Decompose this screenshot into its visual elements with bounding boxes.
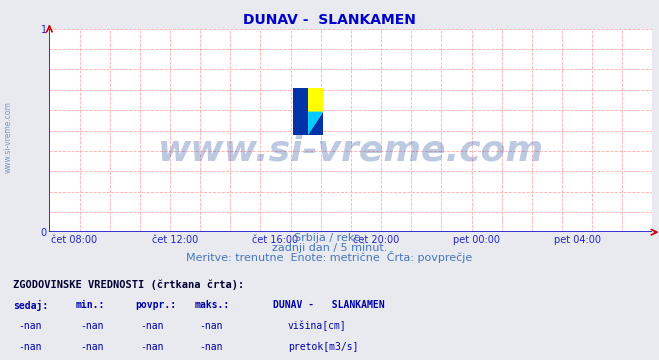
Text: -nan: -nan [199, 321, 223, 331]
Text: -nan: -nan [18, 342, 42, 352]
Text: povpr.:: povpr.: [135, 300, 176, 310]
Text: -nan: -nan [18, 321, 42, 331]
Text: pretok[m3/s]: pretok[m3/s] [288, 342, 358, 352]
Polygon shape [293, 88, 308, 135]
Text: -nan: -nan [80, 342, 104, 352]
Polygon shape [308, 112, 323, 135]
Text: zadnji dan / 5 minut.: zadnji dan / 5 minut. [272, 243, 387, 253]
Text: -nan: -nan [140, 321, 163, 331]
Text: -nan: -nan [80, 321, 104, 331]
Polygon shape [308, 112, 323, 135]
Text: maks.:: maks.: [194, 300, 229, 310]
Text: min.:: min.: [76, 300, 105, 310]
Polygon shape [308, 88, 323, 112]
Text: -nan: -nan [140, 342, 163, 352]
Text: www.si-vreme.com: www.si-vreme.com [158, 134, 544, 168]
Text: Srbija / reke.: Srbija / reke. [295, 233, 364, 243]
Text: DUNAV -  SLANKAMEN: DUNAV - SLANKAMEN [243, 13, 416, 27]
Text: višina[cm]: višina[cm] [288, 321, 347, 331]
Text: DUNAV -   SLANKAMEN: DUNAV - SLANKAMEN [273, 300, 385, 310]
Text: Meritve: trenutne  Enote: metrične  Črta: povprečje: Meritve: trenutne Enote: metrične Črta: … [186, 251, 473, 264]
Text: ZGODOVINSKE VREDNOSTI (črtkana črta):: ZGODOVINSKE VREDNOSTI (črtkana črta): [13, 279, 244, 289]
Text: sedaj:: sedaj: [13, 300, 48, 311]
Text: -nan: -nan [199, 342, 223, 352]
Text: www.si-vreme.com: www.si-vreme.com [3, 101, 13, 173]
